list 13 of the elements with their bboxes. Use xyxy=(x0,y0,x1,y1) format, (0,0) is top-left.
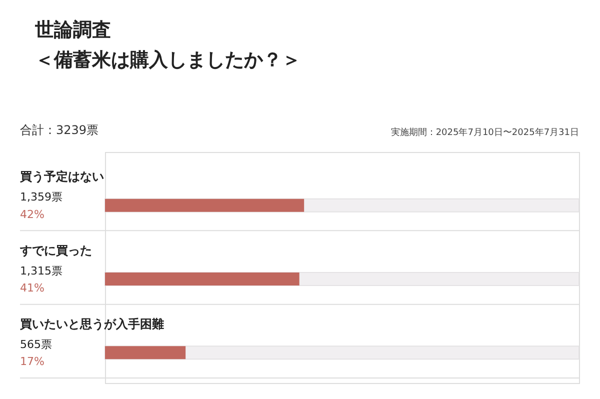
y-tick-label: すでに買った xyxy=(19,243,92,258)
text: 1,315票 xyxy=(20,264,62,278)
text: 合計：3239票 xyxy=(20,123,99,137)
data-label: 41% xyxy=(20,282,44,295)
text: 565票 xyxy=(20,338,52,351)
data-label: 17% xyxy=(20,355,44,368)
y-tick-label: 買いたいと思うが入手困難 xyxy=(19,316,164,331)
text: 実施期間：2025年7月10日〜2025年7月31日 xyxy=(390,127,579,138)
data-label: 42% xyxy=(20,208,44,221)
text: 1,359票 xyxy=(20,190,62,204)
y-tick-label: 買う予定はない xyxy=(19,170,104,184)
chart-subtitle: ＜備蓄米は購入しましたか？＞ xyxy=(35,49,301,71)
chart-title: 世論調査 xyxy=(34,19,111,41)
